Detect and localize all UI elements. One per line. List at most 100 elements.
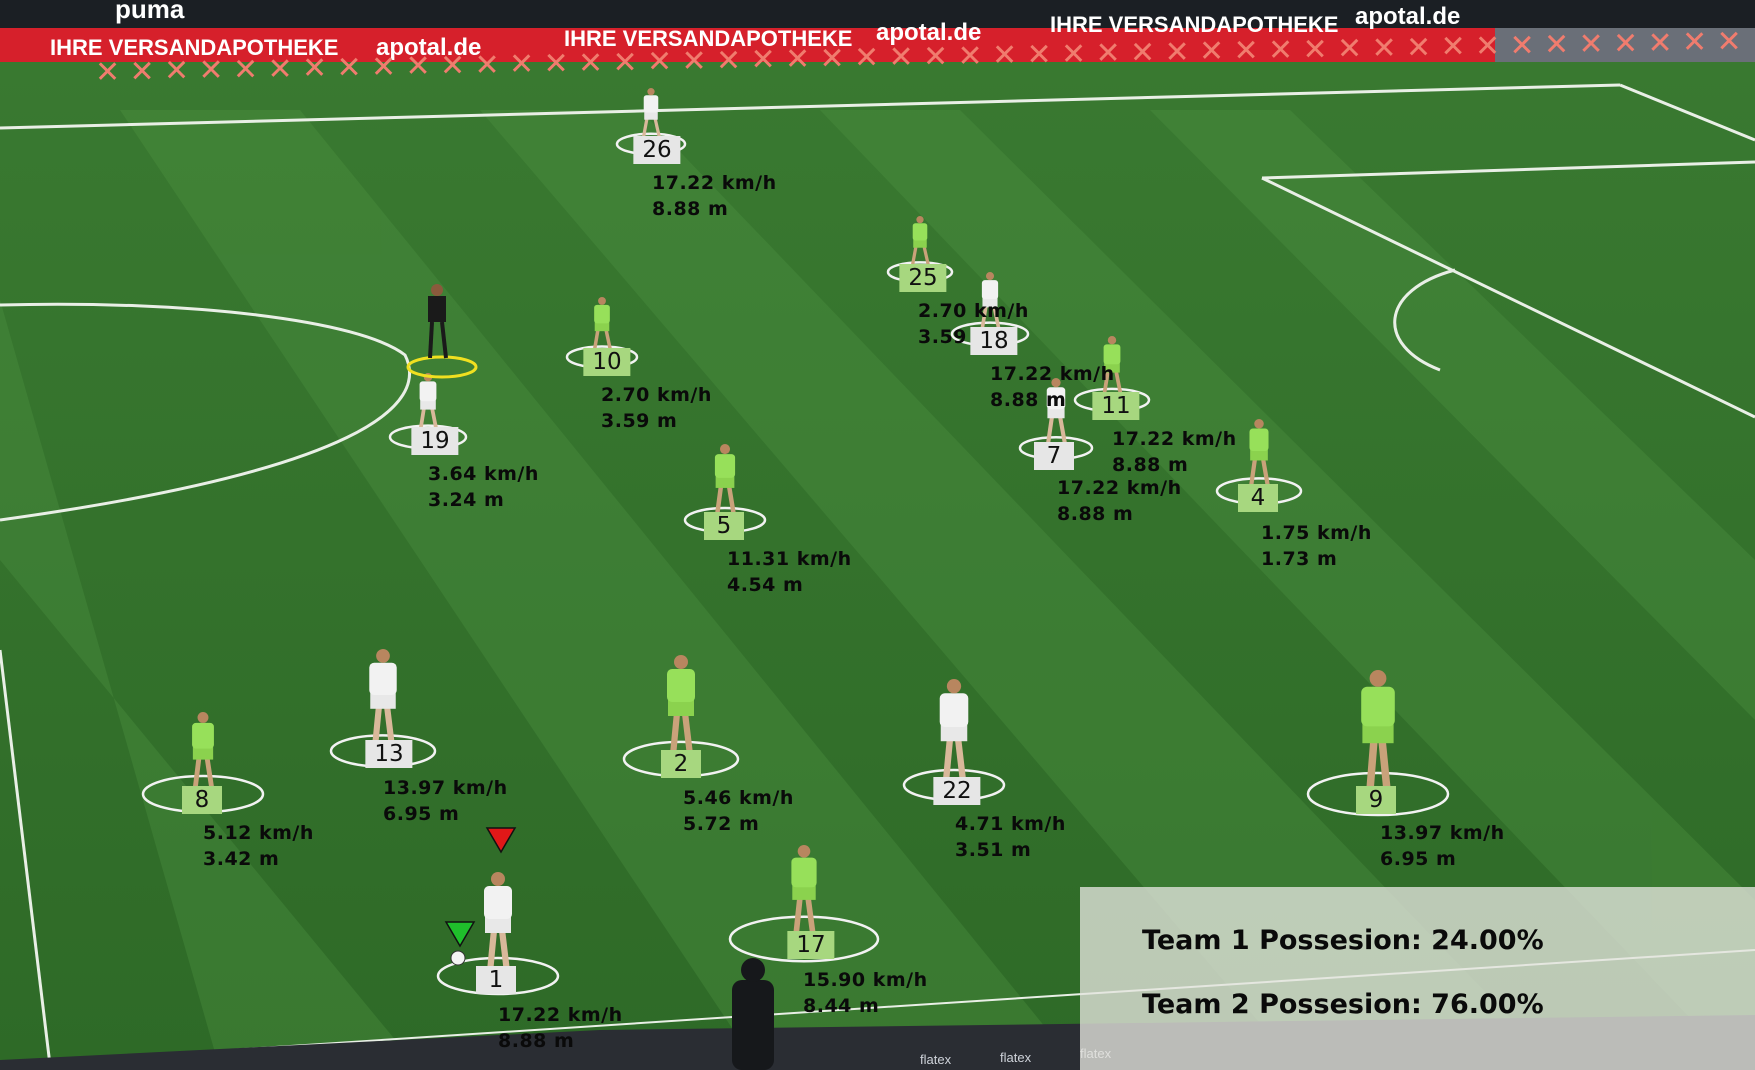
x-mark: ✕ — [958, 39, 983, 74]
x-mark: ✕ — [1130, 36, 1155, 71]
player-head — [719, 444, 731, 455]
stand-strip — [0, 0, 1755, 32]
x-mark: ✕ — [854, 41, 879, 76]
player-shorts — [485, 917, 511, 933]
player-legs — [192, 756, 215, 791]
player-18 — [950, 272, 1030, 347]
x-mark: ✕ — [1475, 29, 1500, 64]
led-banner — [0, 28, 1495, 62]
player-shorts — [192, 747, 214, 760]
ball — [450, 950, 466, 966]
player-shirt — [643, 95, 659, 113]
player-shirt — [1361, 686, 1395, 727]
player-head — [985, 272, 995, 281]
player-distance: 3.42 m — [203, 848, 280, 870]
led-banner-grey — [1495, 28, 1755, 62]
possession-panel: Team 1 Possesion: 24.00% Team 2 Possesio… — [1080, 887, 1755, 1070]
player-shorts — [1047, 407, 1065, 419]
player-stats: 4.71 km/h 3.51 m — [955, 811, 1066, 863]
corner-line — [1619, 83, 1755, 142]
team1-possession: Team 1 Possesion: 24.00% — [1142, 925, 1544, 956]
banner-text-5: IHRE VERSANDAPOTHEKE — [1050, 12, 1338, 37]
player-number-tag: 8 — [182, 786, 222, 814]
player-shirt — [714, 454, 736, 478]
player-distance: 8.88 m — [1057, 503, 1134, 525]
player-number-tag: 17 — [787, 931, 835, 959]
player-number-tag: 2 — [661, 750, 701, 778]
player-number-tag: 25 — [899, 264, 947, 292]
player-stats: 13.97 km/h 6.95 m — [383, 775, 508, 827]
x-mark: ✕ — [992, 38, 1017, 73]
player-number-tag: 9 — [1356, 786, 1396, 814]
player-stats: 17.22 km/h 8.88 m — [1112, 426, 1237, 478]
left-touchline — [0, 649, 52, 1066]
player-stats: 17.22 km/h 8.88 m — [990, 361, 1115, 413]
player-head — [1369, 670, 1387, 687]
player-legs — [1045, 415, 1068, 445]
player-shorts — [594, 322, 610, 332]
player-stats: 13.97 km/h 6.95 m — [1380, 820, 1505, 872]
player-number-tag: 11 — [1092, 392, 1140, 420]
player-shorts — [668, 700, 694, 716]
x-mark: ✕ — [164, 54, 189, 89]
player-stats: 2.70 km/h 3.59 m — [601, 382, 712, 434]
x-mark: ✕ — [1027, 37, 1052, 72]
x-mark: ✕ — [1717, 24, 1742, 59]
x-mark: ✕ — [1510, 28, 1535, 63]
player-shirt — [369, 662, 397, 696]
player-speed: 15.90 km/h — [803, 969, 928, 991]
player-distance: 6.95 m — [383, 803, 460, 825]
player-stats: 1.75 km/h 1.73 m — [1261, 520, 1372, 572]
player-number-tag: 1 — [476, 966, 516, 994]
player-head — [647, 88, 655, 96]
player-shorts — [940, 724, 968, 742]
referee-body — [428, 296, 446, 322]
x-mark: ✕ — [716, 43, 741, 78]
player-distance: 8.44 m — [803, 995, 880, 1017]
player-shirt — [939, 693, 969, 727]
x-mark: ✕ — [1406, 30, 1431, 65]
player-head — [674, 655, 688, 669]
player-shorts — [715, 476, 735, 488]
player-speed: 17.22 km/h — [990, 363, 1115, 385]
x-mark: ✕ — [578, 46, 603, 81]
ball-marker — [444, 921, 476, 948]
player-stats: 11.31 km/h 4.54 m — [727, 546, 852, 598]
player-shirt — [484, 886, 512, 919]
player-speed: 3.64 km/h — [428, 463, 539, 485]
player-shorts — [644, 111, 658, 120]
x-mark: ✕ — [233, 52, 258, 87]
player-head — [1051, 378, 1061, 388]
player-shorts — [420, 400, 436, 410]
x-mark: ✕ — [613, 45, 638, 80]
player-head — [1107, 336, 1117, 345]
player-stats: 3.64 km/h 3.24 m — [428, 461, 539, 513]
player-9 — [1306, 670, 1450, 817]
player-speed: 1.75 km/h — [1261, 522, 1372, 544]
player-speed: 13.97 km/h — [1380, 822, 1505, 844]
x-mark: ✕ — [1096, 36, 1121, 71]
player-speed: 4.71 km/h — [955, 813, 1066, 835]
top-touchline — [0, 83, 1621, 130]
player-shirt — [912, 223, 928, 241]
x-mark: ✕ — [647, 45, 672, 80]
centre-circle — [0, 302, 412, 522]
player-stats: 17.22 km/h 8.88 m — [652, 170, 777, 222]
player-head — [376, 649, 390, 663]
player-head — [946, 679, 962, 694]
coach-figure — [732, 958, 774, 1070]
player-speed: 2.70 km/h — [601, 384, 712, 406]
x-mark: ✕ — [1579, 27, 1604, 62]
player-number-tag: 22 — [933, 777, 981, 805]
x-mark: ✕ — [1303, 32, 1328, 67]
x-mark: ✕ — [1441, 30, 1466, 65]
x-mark: ✕ — [509, 47, 534, 82]
x-mark: ✕ — [1372, 31, 1397, 66]
player-22 — [902, 679, 1006, 802]
player-head — [197, 712, 209, 723]
banner-text-4: apotal.de — [876, 19, 981, 46]
player-1 — [436, 872, 560, 996]
player-stats: 17.22 km/h 8.88 m — [1057, 475, 1182, 527]
player-legs — [669, 712, 694, 756]
